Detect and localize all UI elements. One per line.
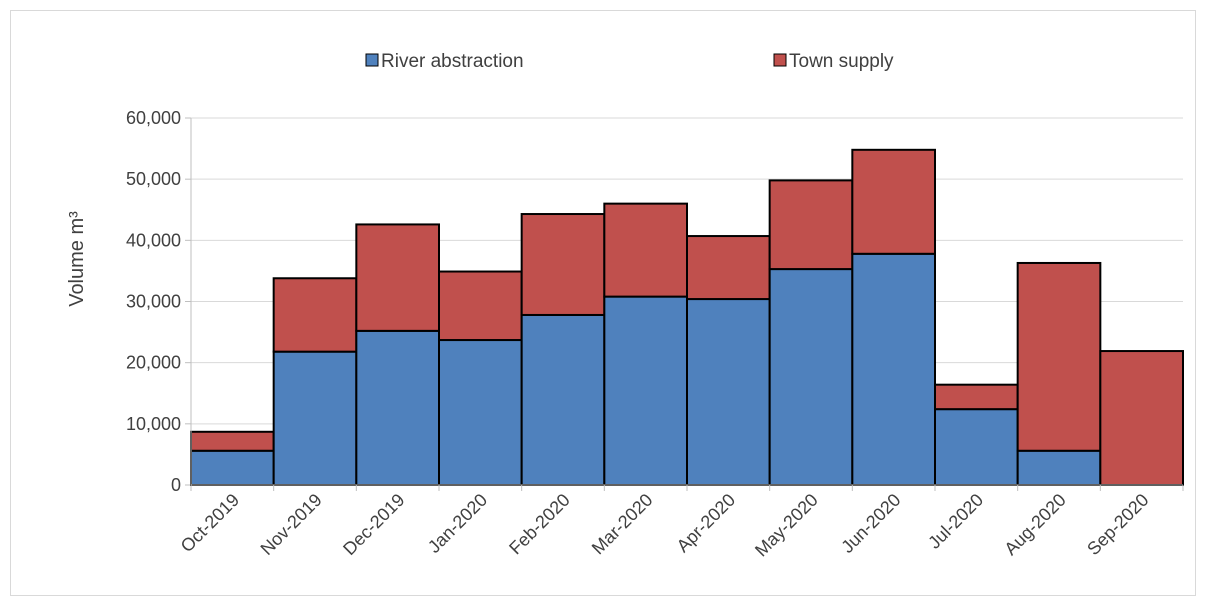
- bar-town-supply: [1016, 261, 1102, 452]
- bar-town-supply: [190, 430, 275, 452]
- bar-town-supply: [355, 223, 441, 332]
- axes: [190, 118, 1184, 491]
- x-tick-label: Nov-2019: [256, 490, 325, 559]
- bar-river-abstraction: [603, 295, 688, 486]
- x-tick-label: Aug-2020: [1000, 490, 1069, 559]
- bar-river-abstraction: [355, 329, 441, 486]
- bar-town-supply: [934, 383, 1019, 411]
- y-tick-labels: 0 10,000 20,000 30,000 40,000 50,000 60,000: [126, 108, 181, 495]
- stacked-bar-chart: River abstraction Town supply 0 10,000 20,0…: [66, 51, 1185, 561]
- bar-town-supply: [603, 202, 688, 298]
- bar-town-supply: [1099, 350, 1185, 487]
- y-tick-label: 60,000: [126, 108, 181, 128]
- y-tick-label: 30,000: [126, 292, 181, 312]
- bar-river-abstraction: [272, 350, 358, 487]
- legend-swatch-town-supply: [773, 53, 787, 67]
- bar-river-abstraction: [851, 252, 936, 486]
- bar-town-supply: [768, 179, 854, 271]
- bars: [190, 148, 1185, 487]
- x-tick-labels: Oct-2019 Nov-2019 Dec-2019 Jan-2020 Feb-2020…: [177, 490, 1153, 561]
- x-tick-label: Apr-2020: [673, 490, 740, 557]
- y-tick-label: 10,000: [126, 414, 181, 434]
- bar-river-abstraction: [190, 449, 275, 487]
- x-tick-label: Dec-2019: [339, 490, 408, 559]
- x-tick-label: May-2020: [751, 490, 822, 561]
- legend-label-town-supply: Town supply: [789, 51, 894, 72]
- y-tick-label: 40,000: [126, 230, 181, 250]
- x-tick-label: Sep-2020: [1083, 490, 1152, 559]
- x-tick-label: Mar-2020: [588, 490, 657, 559]
- y-tick-label: 50,000: [126, 169, 181, 189]
- bar-river-abstraction: [438, 339, 523, 486]
- x-tick-label: Jun-2020: [837, 490, 904, 557]
- x-tick-label: Feb-2020: [505, 490, 574, 559]
- bar-river-abstraction: [686, 298, 771, 487]
- y-tick-label: 0: [171, 475, 181, 495]
- bar-town-supply: [686, 235, 771, 301]
- bar-river-abstraction: [1016, 449, 1102, 487]
- y-axis-label: Volume m³: [66, 211, 88, 307]
- legend-label-river-abstraction: River abstraction: [381, 51, 524, 72]
- x-tick-label: Jul-2020: [924, 490, 987, 553]
- bar-river-abstraction: [934, 408, 1019, 486]
- bar-town-supply: [272, 277, 358, 353]
- bar-river-abstraction: [520, 313, 606, 486]
- bar-town-supply: [520, 213, 606, 316]
- bar-town-supply: [438, 270, 523, 342]
- bar-river-abstraction: [768, 268, 854, 486]
- y-tick-label: 20,000: [126, 353, 181, 373]
- x-tick-label: Jan-2020: [424, 490, 491, 557]
- chart-frame: River abstraction Town supply 0 10,000 20,0…: [10, 10, 1196, 596]
- legend-swatch-river-abstraction: [365, 53, 379, 67]
- legend: River abstraction Town supply: [365, 51, 894, 72]
- x-tick-label: Oct-2019: [177, 490, 244, 557]
- bar-town-supply: [851, 148, 936, 255]
